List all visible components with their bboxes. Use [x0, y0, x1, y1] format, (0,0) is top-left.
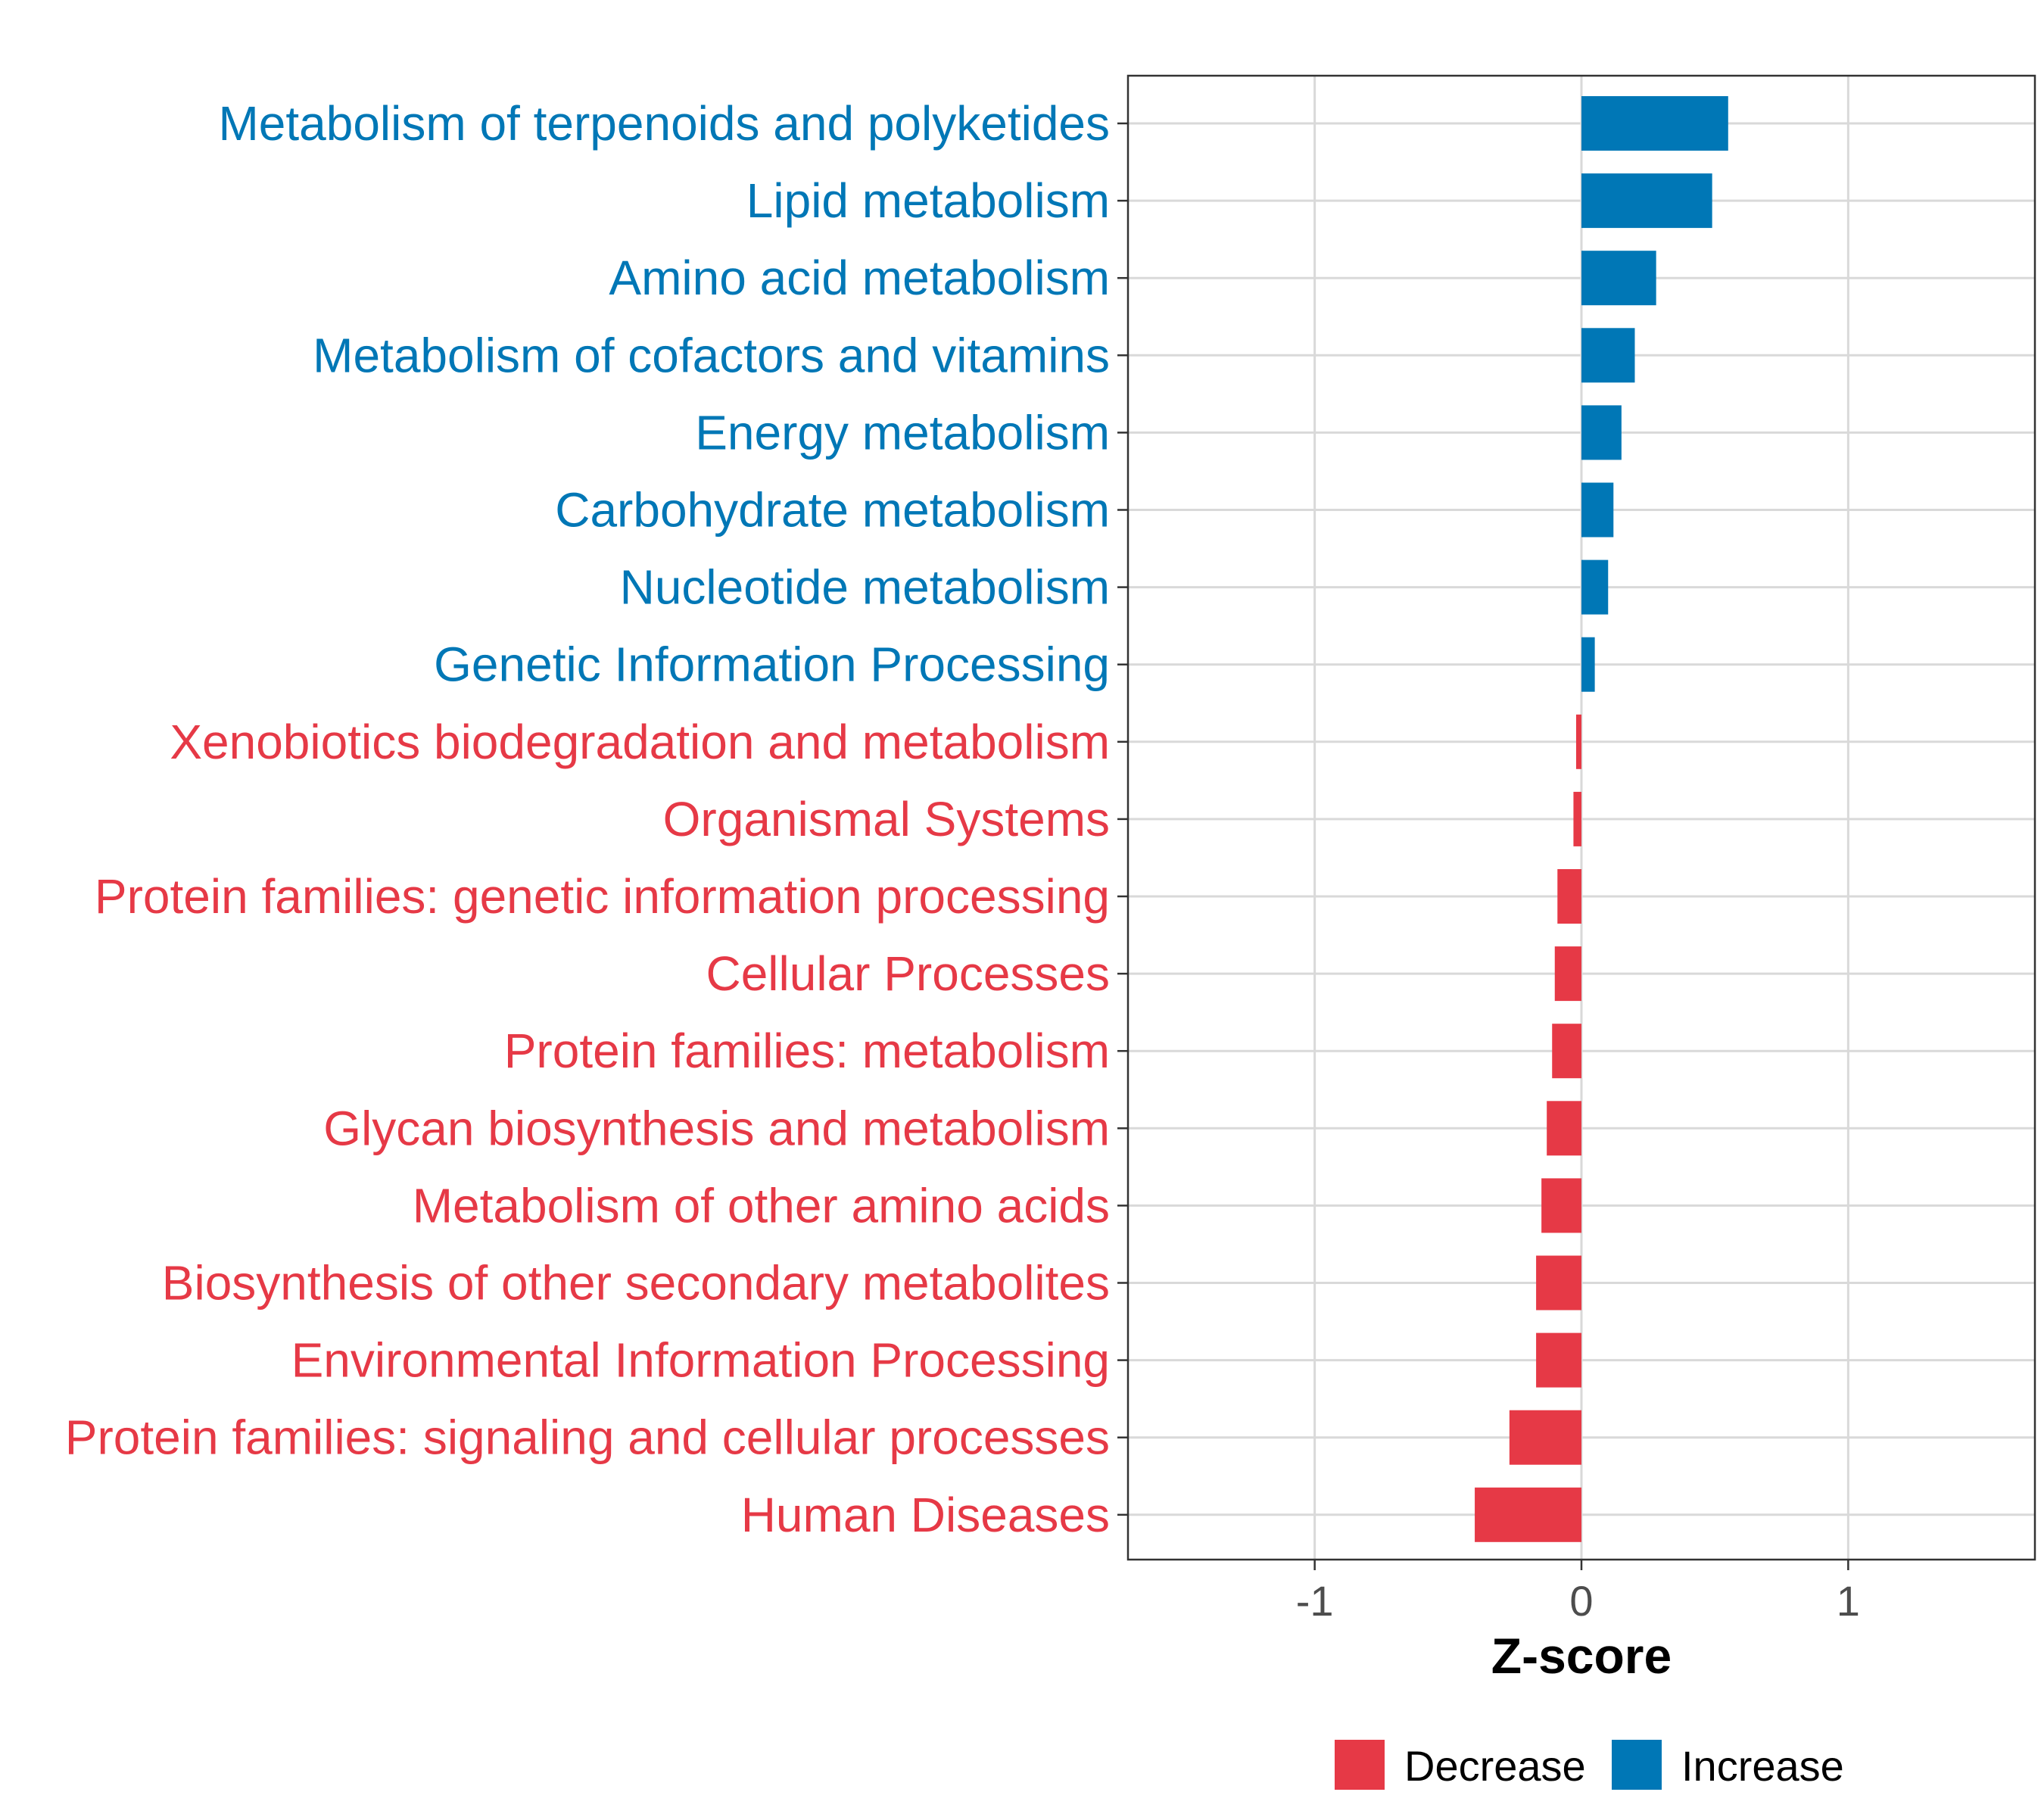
category-label-6: Nucleotide metabolism [620, 560, 1110, 615]
x-tick-label-0: -1 [1296, 1577, 1334, 1625]
bar-8 [1575, 714, 1581, 769]
bar-10 [1557, 869, 1581, 924]
bar-1 [1581, 173, 1712, 229]
bar-15 [1536, 1255, 1581, 1311]
x-axis-title: Z-score [1491, 1628, 1672, 1684]
bar-13 [1547, 1101, 1581, 1156]
bar-3 [1581, 328, 1635, 383]
category-label-4: Energy metabolism [695, 405, 1110, 460]
legend-label-increase: Increase [1681, 1742, 1844, 1790]
bar-11 [1554, 946, 1581, 1002]
category-label-16: Environmental Information Processing [291, 1333, 1110, 1388]
category-label-1: Lipid metabolism [746, 173, 1110, 228]
category-label-15: Biosynthesis of other secondary metaboli… [162, 1256, 1110, 1311]
x-tick-label-2: 1 [1837, 1577, 1860, 1625]
bar-16 [1536, 1332, 1581, 1388]
bar-17 [1509, 1410, 1581, 1465]
bar-4 [1581, 405, 1622, 460]
bar-2 [1581, 251, 1656, 306]
category-label-2: Amino acid metabolism [609, 251, 1110, 305]
bar-12 [1552, 1024, 1581, 1079]
category-label-17: Protein families: signaling and cellular… [65, 1410, 1110, 1465]
bar-18 [1475, 1487, 1581, 1542]
category-label-14: Metabolism of other amino acids [413, 1178, 1110, 1233]
category-label-12: Protein families: metabolism [504, 1024, 1110, 1078]
category-label-11: Cellular Processes [706, 946, 1110, 1001]
bar-5 [1581, 482, 1614, 538]
legend-swatch-decrease [1335, 1740, 1385, 1790]
y-tick-marks [1117, 122, 1128, 1516]
category-label-13: Glycan biosynthesis and metabolism [323, 1101, 1110, 1155]
bar-14 [1541, 1178, 1581, 1233]
bars [1475, 96, 1728, 1542]
legend: Decrease Increase [1335, 1740, 1844, 1790]
category-label-7: Genetic Information Processing [434, 637, 1110, 692]
x-axis-ticks: -1 0 1 [1296, 1560, 1860, 1625]
category-label-3: Metabolism of cofactors and vitamins [313, 328, 1110, 382]
legend-label-decrease: Decrease [1404, 1742, 1586, 1790]
bar-0 [1581, 96, 1728, 151]
category-label-0: Metabolism of terpenoids and polyketides [218, 96, 1110, 151]
category-label-5: Carbohydrate metabolism [555, 483, 1110, 538]
category-label-10: Protein families: genetic information pr… [95, 869, 1110, 924]
category-label-8: Xenobiotics biodegradation and metabolis… [170, 715, 1110, 769]
bar-6 [1581, 559, 1609, 615]
x-tick-label-1: 0 [1569, 1577, 1593, 1625]
bar-7 [1581, 637, 1595, 692]
category-labels: Metabolism of terpenoids and polyketides… [65, 96, 1110, 1542]
category-label-18: Human Diseases [741, 1488, 1110, 1542]
bar-9 [1573, 791, 1581, 846]
category-label-9: Organismal Systems [663, 792, 1110, 846]
legend-swatch-increase [1612, 1740, 1662, 1790]
